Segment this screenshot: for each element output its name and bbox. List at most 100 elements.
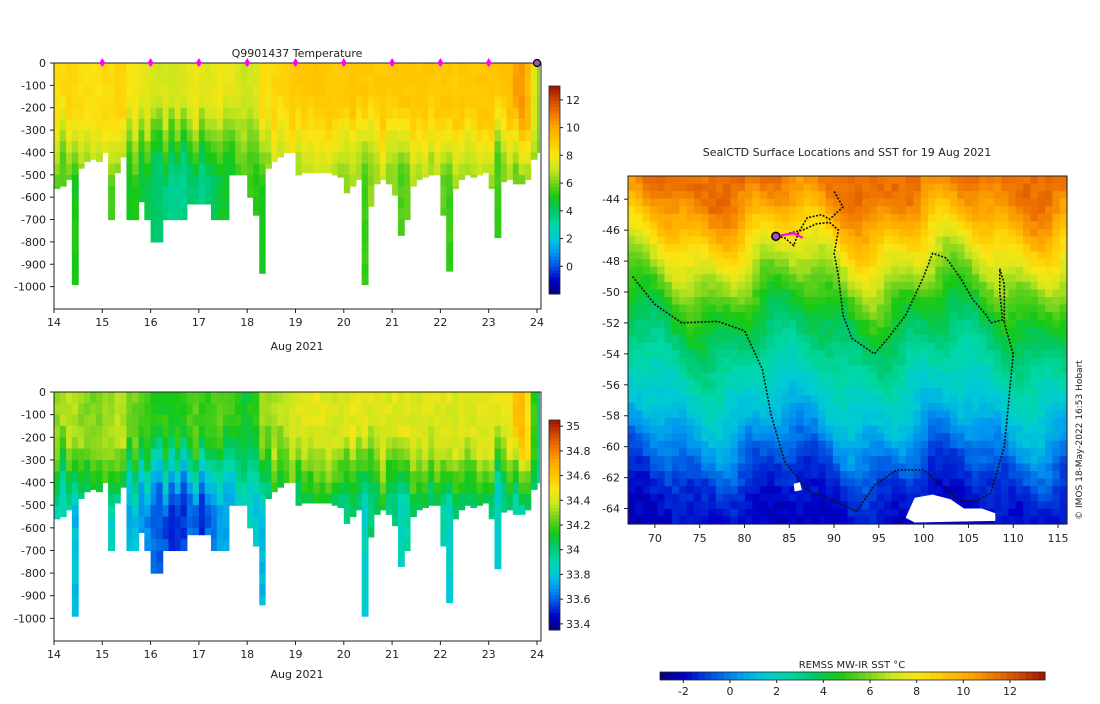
- sst-cell: [1060, 365, 1068, 373]
- sst-cell: [723, 327, 731, 335]
- sst-cell: [1008, 206, 1016, 214]
- sst-cell: [774, 403, 782, 411]
- y-tick-label: -500: [21, 499, 46, 512]
- sst-cell: [957, 441, 965, 449]
- sst-cell: [869, 289, 877, 297]
- section-cell: [470, 74, 477, 86]
- sst-cell: [1023, 501, 1031, 509]
- section-cell: [458, 141, 465, 153]
- sst-cell: [935, 229, 943, 237]
- sst-cell: [862, 365, 870, 373]
- sst-cell: [782, 312, 790, 320]
- x-tick-label: 21: [385, 648, 399, 661]
- sst-cell: [628, 259, 636, 267]
- sst-cell: [1038, 463, 1046, 471]
- sst-cell: [665, 471, 673, 479]
- sst-cell: [811, 426, 819, 434]
- section-cell: [434, 164, 441, 176]
- section-cell: [374, 152, 381, 164]
- section-cell: [416, 471, 422, 483]
- sst-cell: [1045, 426, 1053, 434]
- section-cell: [235, 97, 241, 109]
- section-cell: [132, 97, 139, 109]
- section-cell: [156, 130, 163, 142]
- sst-cell: [840, 403, 848, 411]
- sst-cell: [869, 221, 877, 229]
- sst-cell: [635, 380, 643, 388]
- sst-cell: [672, 516, 680, 524]
- sst-cell: [855, 358, 863, 366]
- section-cell: [452, 517, 458, 520]
- section-cell: [489, 85, 495, 97]
- sst-cell: [811, 471, 819, 479]
- sst-cell: [628, 312, 636, 320]
- section-cell: [368, 437, 374, 449]
- section-cell: [374, 403, 381, 415]
- sst-cell: [972, 433, 980, 441]
- section-cell: [72, 449, 79, 461]
- section-cell: [513, 460, 519, 472]
- sst-cell: [1030, 252, 1038, 260]
- x-tick-label: 20: [337, 648, 351, 661]
- section-cell: [163, 528, 169, 540]
- sst-cell: [723, 350, 731, 358]
- section-cell: [446, 517, 453, 529]
- sst-cell: [752, 335, 760, 343]
- sst-cell: [979, 335, 987, 343]
- section-cell: [199, 108, 205, 120]
- section-cell: [368, 119, 374, 131]
- section-cell: [501, 403, 507, 415]
- section-cell: [410, 460, 417, 472]
- sst-cell: [950, 237, 958, 245]
- sst-cell: [723, 463, 731, 471]
- sst-cell: [628, 494, 636, 502]
- sst-cell: [1038, 267, 1046, 275]
- sst-cell: [972, 176, 980, 184]
- sst-cell: [855, 463, 863, 471]
- section-cell: [482, 108, 489, 120]
- section-cell: [477, 63, 483, 75]
- sst-cell: [950, 479, 958, 487]
- sst-cell: [994, 342, 1002, 350]
- salinity-colorbar: [549, 420, 560, 631]
- section-cell: [525, 392, 531, 404]
- section-cell: [259, 528, 265, 540]
- section-cell: [253, 392, 260, 404]
- section-cell: [211, 108, 217, 120]
- section-cell: [482, 483, 489, 495]
- sst-cell: [906, 418, 914, 426]
- sst-cell: [987, 176, 995, 184]
- sst-cell: [723, 312, 731, 320]
- y-tick-label: 0: [39, 57, 46, 70]
- section-cell: [301, 392, 308, 404]
- section-cell: [470, 108, 477, 120]
- colorbar-segment: [549, 169, 560, 173]
- section-cell: [187, 175, 193, 187]
- section-cell: [151, 175, 157, 187]
- sst-cell: [818, 312, 826, 320]
- section-cell: [477, 460, 483, 472]
- section-cell: [470, 494, 477, 506]
- sst-cell: [921, 252, 929, 260]
- sst-cell: [987, 426, 995, 434]
- section-cell: [108, 152, 115, 164]
- section-cell: [465, 85, 471, 97]
- section-cell: [132, 392, 139, 404]
- sst-cell: [957, 448, 965, 456]
- sst-cell: [906, 206, 914, 214]
- section-cell: [277, 74, 284, 86]
- sst-cell: [1016, 221, 1024, 229]
- sst-cell: [913, 441, 921, 449]
- sst-cell: [767, 448, 775, 456]
- sst-cell: [679, 456, 687, 464]
- section-cell: [386, 164, 393, 176]
- sst-cell: [723, 418, 731, 426]
- colorbar-segment: [549, 232, 560, 236]
- section-cell: [440, 415, 446, 427]
- section-cell: [120, 97, 127, 109]
- section-cell: [223, 63, 229, 75]
- section-cell: [151, 539, 157, 551]
- sst-cell: [921, 320, 929, 328]
- section-cell: [211, 539, 217, 551]
- sst-cell: [628, 221, 636, 229]
